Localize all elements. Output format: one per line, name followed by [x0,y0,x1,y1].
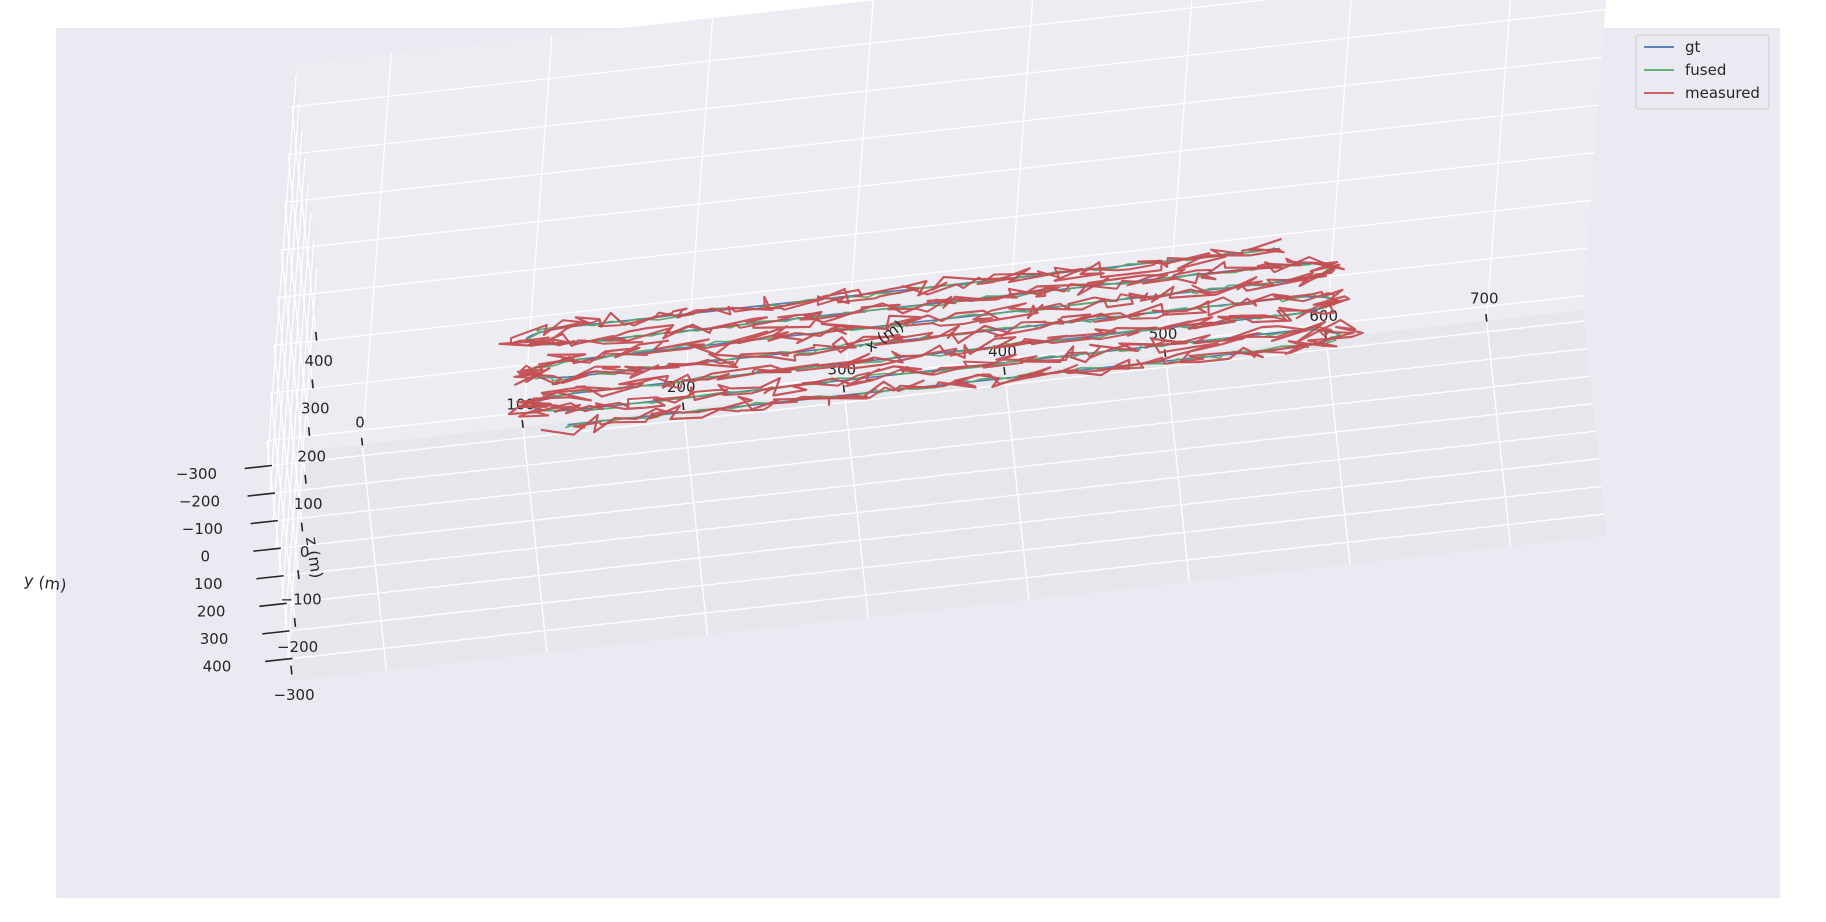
x-tick-mark [1163,349,1167,358]
y-tick-mark [250,519,278,525]
z-tick-label: 200 [297,447,326,465]
y-tick-label: −300 [176,465,217,483]
series-measured [509,247,1355,429]
legend-label-gt: gt [1685,38,1701,56]
gridline-y-floor [281,458,1599,605]
gridline-z-back [277,152,1595,299]
y-tick-label: 200 [197,603,226,621]
gridline-y-floor [278,430,1596,577]
x-tick-mark [682,402,685,411]
z-tick-label: −100 [281,590,322,608]
z-tick-label: −200 [277,638,318,656]
z-tick-mark [307,427,311,437]
gridline-z-side [266,440,292,667]
z-tick-mark [314,331,318,341]
y-tick-label: 300 [200,630,229,648]
gridline-z-side [273,345,299,572]
z-tick-mark [293,617,297,627]
x-tick-label: 0 [355,413,365,431]
gridline-z-back [284,56,1602,203]
series-layer [498,237,1364,436]
legend: gt fused measured [1635,34,1770,110]
gridline-z-back [281,104,1599,251]
y-tick-mark [247,492,276,497]
gridline-z-side [291,106,317,333]
gridline-x-floor [843,391,869,618]
gridline-x-floor [1325,338,1351,565]
gridline-x-back [522,35,553,427]
gridlines [266,0,1606,671]
z-tick-label: 0 [300,543,310,561]
y-tick-mark [259,602,287,608]
gridline-z-back [274,199,1592,346]
y-tick-label: 0 [201,547,211,565]
y-tick-label: −100 [182,520,223,538]
gridline-z-back [266,295,1585,442]
y-tick-label: 400 [203,658,232,676]
gridline-x-floor [1485,320,1512,547]
z-tick-label: −300 [273,686,314,704]
z-tick-mark [311,379,314,389]
gridline-z-side [277,297,303,524]
gridline-x-floor [522,426,548,653]
gridline-y-floor [287,513,1605,660]
floor-pane [266,310,1607,681]
x-tick-mark [1003,366,1006,375]
y-tick-label: 100 [194,575,223,593]
z-tick-mark [290,665,293,675]
legend-box [1635,34,1770,110]
y-tick-mark [244,464,273,470]
z-tick-label: 100 [294,495,323,513]
legend-label-measured: measured [1685,84,1760,102]
legend-label-fused: fused [1685,61,1726,79]
x-tick-mark [521,420,524,428]
x-tick-mark [360,437,364,446]
gridline-x-back [1485,0,1512,321]
y-tick-mark [265,657,293,663]
gridline-z-back [288,8,1606,156]
gridline-x-floor [361,444,388,671]
gridline-z-side [287,154,313,381]
gridline-y-floor [267,320,1585,467]
z-tick-mark [304,474,307,484]
gridline-y-floor [270,347,1588,495]
y-tick-mark [253,547,281,552]
gridline-x-floor [682,408,709,636]
gridline-x-back [361,53,393,445]
z-tick-mark [300,522,304,532]
gridline-y-floor [284,485,1602,633]
gridline-z-side [284,202,310,429]
gridline-y-floor [275,403,1594,550]
z-tick-label: 400 [304,352,333,370]
gridline-x-back [1164,0,1193,357]
y-tick-mark [262,630,290,635]
gridline-y-floor [272,375,1591,522]
x-tick-label: 700 [1470,290,1499,308]
gridline-z-side [269,392,296,620]
gridline-z-back [291,0,1269,108]
y-tick-mark [256,574,284,580]
z-tick-mark [297,570,300,580]
z-tick-label: 300 [301,400,330,418]
x-tick-mark [1485,313,1488,322]
x-tick-mark [842,384,846,393]
gridline-x-floor [1164,355,1191,583]
gridline-z-side [280,249,306,477]
y-tick-label: −200 [179,492,220,510]
gridline-x-floor [1004,373,1030,600]
